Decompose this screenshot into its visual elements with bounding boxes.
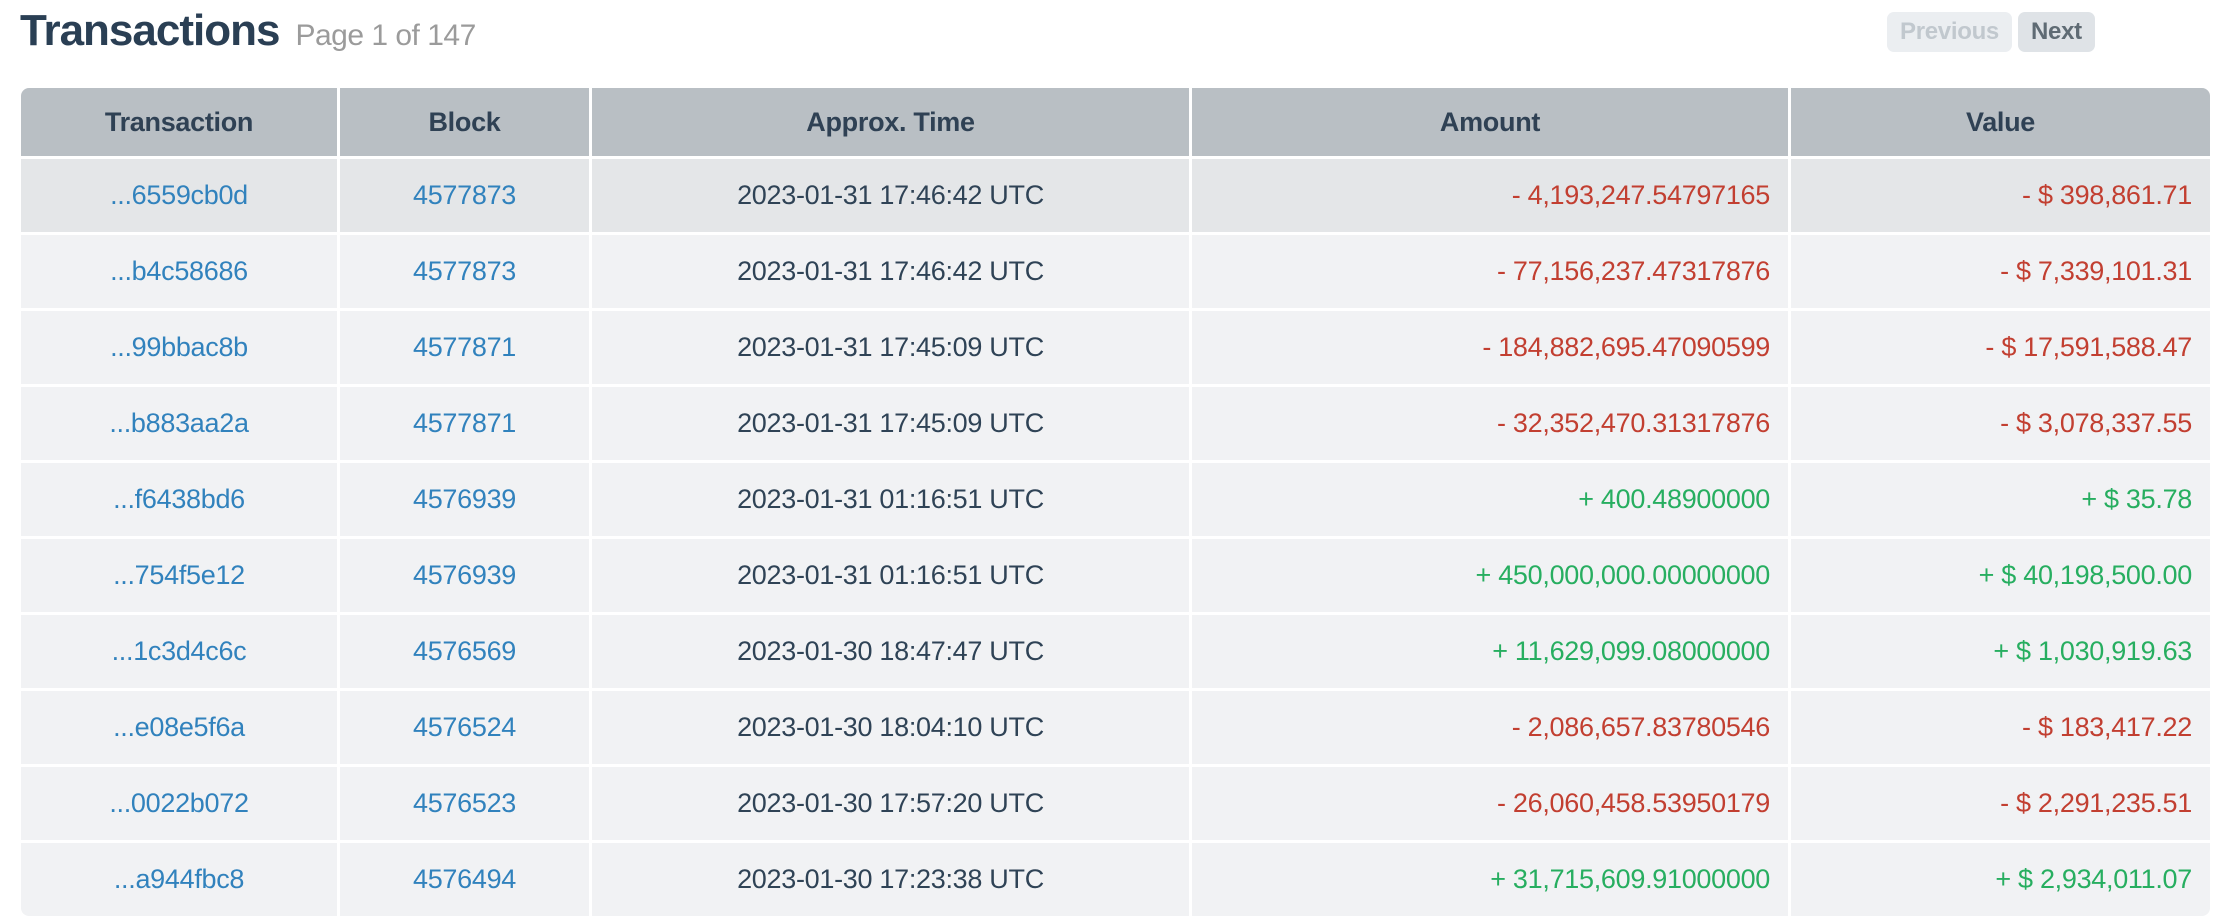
- table-row: ...b4c58686 4577873 2023-01-31 17:46:42 …: [21, 235, 2210, 308]
- transaction-hash-link[interactable]: ...1c3d4c6c: [21, 615, 337, 688]
- column-header-value: Value: [1791, 88, 2210, 156]
- amount-cell: + 400.48900000: [1192, 463, 1788, 536]
- value-cell: - $ 7,339,101.31: [1791, 235, 2210, 308]
- amount-cell: - 2,086,657.83780546: [1192, 691, 1788, 764]
- value-cell: + $ 1,030,919.63: [1791, 615, 2210, 688]
- table-row: ...6559cb0d 4577873 2023-01-31 17:46:42 …: [21, 159, 2210, 232]
- table-row: ...e08e5f6a 4576524 2023-01-30 18:04:10 …: [21, 691, 2210, 764]
- block-number-link[interactable]: 4576524: [340, 691, 589, 764]
- approx-time-cell: 2023-01-31 17:46:42 UTC: [592, 159, 1189, 232]
- amount-cell: - 184,882,695.47090599: [1192, 311, 1788, 384]
- transaction-hash-link[interactable]: ...e08e5f6a: [21, 691, 337, 764]
- block-number-link[interactable]: 4576939: [340, 539, 589, 612]
- block-number-link[interactable]: 4577873: [340, 159, 589, 232]
- transaction-hash-link[interactable]: ...0022b072: [21, 767, 337, 840]
- approx-time-cell: 2023-01-31 01:16:51 UTC: [592, 463, 1189, 536]
- transaction-hash-link[interactable]: ...6559cb0d: [21, 159, 337, 232]
- block-number-link[interactable]: 4577871: [340, 311, 589, 384]
- table-row: ...f6438bd6 4576939 2023-01-31 01:16:51 …: [21, 463, 2210, 536]
- block-number-link[interactable]: 4577871: [340, 387, 589, 460]
- column-header-block: Block: [340, 88, 589, 156]
- table-row: ...99bbac8b 4577871 2023-01-31 17:45:09 …: [21, 311, 2210, 384]
- approx-time-cell: 2023-01-30 17:57:20 UTC: [592, 767, 1189, 840]
- approx-time-cell: 2023-01-31 01:16:51 UTC: [592, 539, 1189, 612]
- table-row: ...1c3d4c6c 4576569 2023-01-30 18:47:47 …: [21, 615, 2210, 688]
- table-row: ...a944fbc8 4576494 2023-01-30 17:23:38 …: [21, 843, 2210, 916]
- value-cell: - $ 17,591,588.47: [1791, 311, 2210, 384]
- approx-time-cell: 2023-01-31 17:45:09 UTC: [592, 311, 1189, 384]
- block-number-link[interactable]: 4576523: [340, 767, 589, 840]
- table-row: ...754f5e12 4576939 2023-01-31 01:16:51 …: [21, 539, 2210, 612]
- value-cell: + $ 2,934,011.07: [1791, 843, 2210, 916]
- next-button[interactable]: Next: [2017, 12, 2095, 52]
- block-number-link[interactable]: 4576569: [340, 615, 589, 688]
- amount-cell: + 31,715,609.91000000: [1192, 843, 1788, 916]
- transaction-hash-link[interactable]: ...a944fbc8: [21, 843, 337, 916]
- page-indicator: Page 1 of 147: [295, 19, 476, 52]
- transaction-hash-link[interactable]: ...b883aa2a: [21, 387, 337, 460]
- transaction-hash-link[interactable]: ...754f5e12: [21, 539, 337, 612]
- approx-time-cell: 2023-01-30 17:23:38 UTC: [592, 843, 1189, 916]
- value-cell: - $ 2,291,235.51: [1791, 767, 2210, 840]
- pagination-controls: Previous Next: [1887, 12, 2095, 52]
- transaction-hash-link[interactable]: ...99bbac8b: [21, 311, 337, 384]
- block-number-link[interactable]: 4577873: [340, 235, 589, 308]
- amount-cell: + 11,629,099.08000000: [1192, 615, 1788, 688]
- table-row: ...0022b072 4576523 2023-01-30 17:57:20 …: [21, 767, 2210, 840]
- value-cell: - $ 183,417.22: [1791, 691, 2210, 764]
- transaction-hash-link[interactable]: ...b4c58686: [21, 235, 337, 308]
- column-header-transaction: Transaction: [21, 88, 337, 156]
- transactions-table: Transaction Block Approx. Time Amount Va…: [18, 85, 2213, 919]
- block-number-link[interactable]: 4576939: [340, 463, 589, 536]
- value-cell: + $ 35.78: [1791, 463, 2210, 536]
- amount-cell: - 4,193,247.54797165: [1192, 159, 1788, 232]
- page-title: Transactions: [20, 6, 280, 55]
- column-header-amount: Amount: [1192, 88, 1788, 156]
- block-number-link[interactable]: 4576494: [340, 843, 589, 916]
- amount-cell: - 26,060,458.53950179: [1192, 767, 1788, 840]
- amount-cell: + 450,000,000.00000000: [1192, 539, 1788, 612]
- column-header-approx-time: Approx. Time: [592, 88, 1189, 156]
- approx-time-cell: 2023-01-30 18:04:10 UTC: [592, 691, 1189, 764]
- transaction-hash-link[interactable]: ...f6438bd6: [21, 463, 337, 536]
- amount-cell: - 32,352,470.31317876: [1192, 387, 1788, 460]
- approx-time-cell: 2023-01-31 17:46:42 UTC: [592, 235, 1189, 308]
- approx-time-cell: 2023-01-31 17:45:09 UTC: [592, 387, 1189, 460]
- page-header: Transactions Page 1 of 147: [20, 0, 476, 62]
- value-cell: - $ 398,861.71: [1791, 159, 2210, 232]
- value-cell: - $ 3,078,337.55: [1791, 387, 2210, 460]
- approx-time-cell: 2023-01-30 18:47:47 UTC: [592, 615, 1189, 688]
- table-row: ...b883aa2a 4577871 2023-01-31 17:45:09 …: [21, 387, 2210, 460]
- table-header-row: Transaction Block Approx. Time Amount Va…: [21, 88, 2210, 156]
- previous-button[interactable]: Previous: [1887, 12, 2012, 52]
- value-cell: + $ 40,198,500.00: [1791, 539, 2210, 612]
- amount-cell: - 77,156,237.47317876: [1192, 235, 1788, 308]
